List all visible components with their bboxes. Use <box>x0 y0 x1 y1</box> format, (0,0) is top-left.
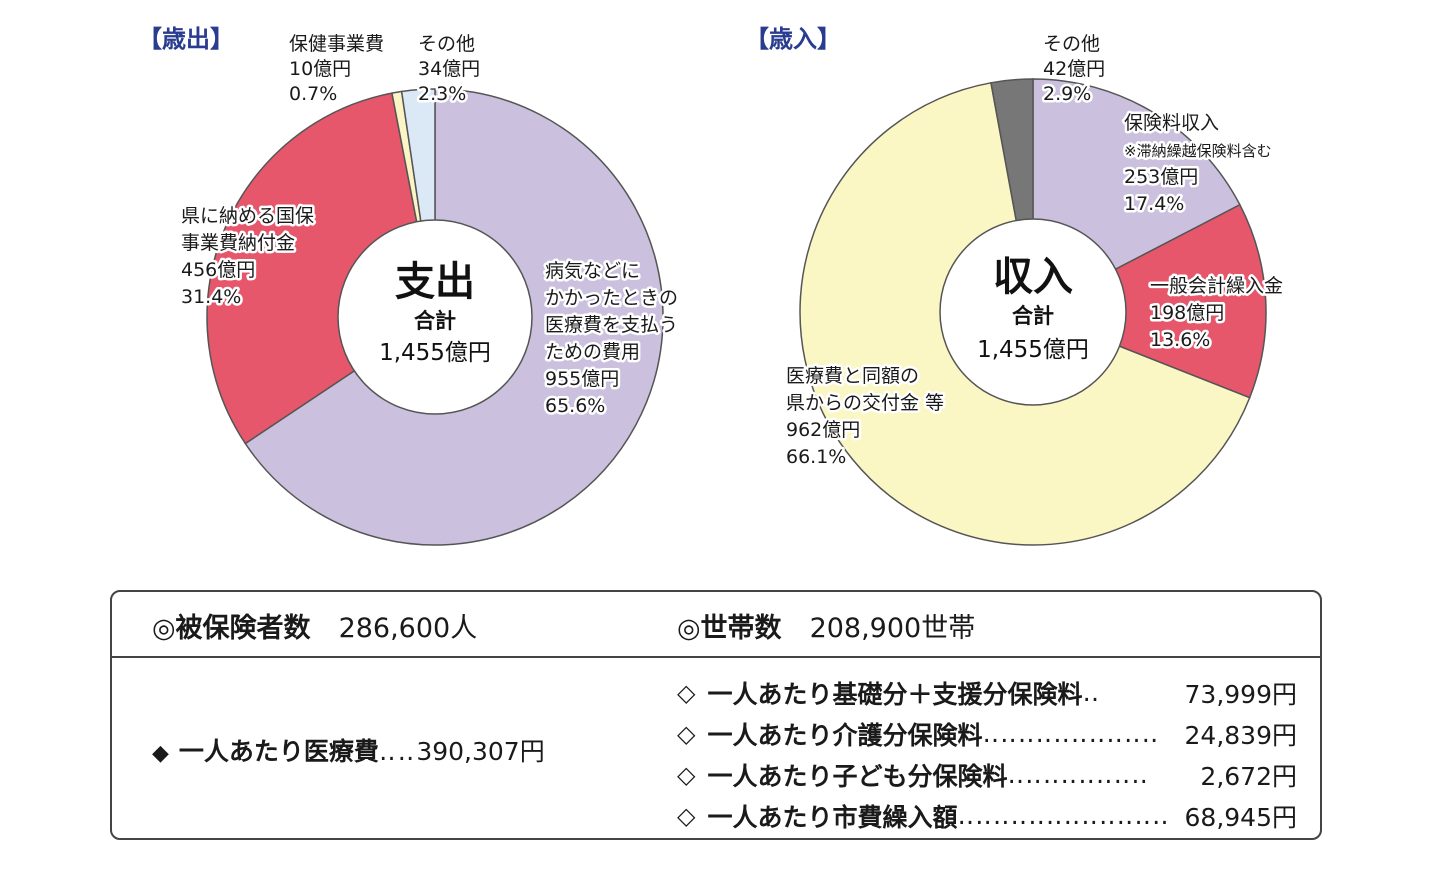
household-count-label: ◎世帯数 <box>677 613 782 644</box>
premium-item: ◇ 一人あたり子ども分保険料 ‥‥‥‥‥‥‥‥ 2,672円 <box>677 754 1297 795</box>
revenue-title: 【歳入】 <box>745 25 841 53</box>
revenue-prefecture-label-line-3: 66.1% <box>786 446 846 468</box>
revenue-prefecture-label-line-0: 医療費と同額の <box>786 365 919 387</box>
expenditure-center-sub: 合計 <box>414 309 456 333</box>
medical-cost-value: 390,307円 <box>416 737 545 766</box>
outline-diamond-icon: ◇ <box>677 719 696 748</box>
outline-diamond-icon: ◇ <box>677 678 696 707</box>
expenditure-medical-label-line-3: ための費用 <box>545 341 640 363</box>
expenditure-medical-label-line-2: 医療費を支払う <box>545 314 678 336</box>
medical-cost-per-person: ◆ 一人あたり医療費‥‥390,307円 <box>152 732 545 768</box>
outline-diamond-icon: ◇ <box>677 760 696 789</box>
statistics-box: ◎被保険者数 286,600人 ◎世帯数 208,900世帯 ◆ 一人あたり医療費‥‥… <box>110 590 1322 840</box>
expenditure-center-hole <box>337 219 533 415</box>
revenue-center-title: 収入 <box>993 254 1073 300</box>
premium-value: 2,672円 <box>1200 761 1297 791</box>
revenue-chart: 【歳入】 収入 合計 1,455億円 その他 42億円 2.9% 保険料収入 ※滞納繰越… <box>745 25 1286 546</box>
expenditure-medical-label-line-4: 955億円 <box>545 368 619 390</box>
revenue-premium-label-line-1: ※滞納繰越保険料含む <box>1124 142 1272 160</box>
expenditure-title: 【歳出】 <box>138 25 234 53</box>
expenditure-prefecture-label-line-2: 456億円 <box>181 259 255 281</box>
expenditure-medical-label-line-5: 65.6% <box>545 395 605 417</box>
leader-dots: ‥ <box>1082 678 1101 707</box>
insured-count-label: ◎被保険者数 <box>152 613 311 644</box>
revenue-premium-label-line-0: 保険料収入 <box>1124 112 1219 134</box>
expenditure-center-total: 1,455億円 <box>379 340 491 366</box>
leader-dots: ‥‥‥‥‥‥‥‥‥‥‥‥ <box>957 801 1170 830</box>
premium-item: ◇ 一人あたり基礎分＋支援分保険料 ‥ 73,999円 <box>677 672 1297 713</box>
premium-list: ◇ 一人あたり基礎分＋支援分保険料 ‥ 73,999円 ◇ 一人あたり介護分保険料 ‥‥‥… <box>677 672 1297 836</box>
premium-label: 一人あたり市費繰入額 <box>707 802 958 832</box>
revenue-center-total: 1,455億円 <box>977 337 1089 363</box>
expenditure-prefecture-label-line-1: 事業費納付金 <box>181 232 295 254</box>
premium-label: 一人あたり子ども分保険料 <box>707 761 1008 791</box>
premium-value: 24,839円 <box>1184 720 1297 750</box>
leader-dots: ‥‥‥‥‥‥‥‥‥‥ <box>982 719 1160 748</box>
expenditure-chart: 【歳出】 支出 合計 1,455億円 病気などにかかったときの医療費を支払うため… <box>138 25 681 546</box>
expenditure-health-label-line-0: 保健事業費 <box>289 33 384 55</box>
expenditure-prefecture-label-line-3: 31.4% <box>181 286 241 308</box>
leader-dots: ‥‥‥‥‥‥‥‥ <box>1007 760 1149 789</box>
expenditure-health-label-line-1: 10億円 <box>289 58 351 80</box>
premium-label: 一人あたり基礎分＋支援分保険料 <box>707 679 1083 709</box>
expenditure-other-label-line-0: その他 <box>418 33 475 55</box>
revenue-center-hole <box>939 218 1127 406</box>
insured-count: ◎被保険者数 286,600人 <box>152 606 477 645</box>
revenue-slice-1 <box>1031 203 1267 399</box>
expenditure-center-title: 支出 <box>395 259 475 305</box>
expenditure-medical-label-line-1: かかったときの <box>545 287 678 309</box>
filled-diamond-icon: ◆ <box>152 741 169 766</box>
revenue-general-label-line-2: 13.6% <box>1150 329 1210 351</box>
premium-label: 一人あたり介護分保険料 <box>707 720 983 750</box>
revenue-prefecture-label-line-1: 県からの交付金 等 <box>786 392 944 414</box>
expenditure-health-label-line-2: 0.7% <box>289 83 337 105</box>
premium-value: 73,999円 <box>1184 679 1297 709</box>
household-count: ◎世帯数 208,900世帯 <box>677 606 975 645</box>
revenue-other-label-line-0: その他 <box>1043 33 1100 55</box>
revenue-center-sub: 合計 <box>1012 304 1054 328</box>
insured-count-value: 286,600人 <box>338 613 478 644</box>
statistics-header-row: ◎被保険者数 286,600人 ◎世帯数 208,900世帯 <box>112 592 1320 658</box>
premium-item: ◇ 一人あたり市費繰入額 ‥‥‥‥‥‥‥‥‥‥‥‥ 68,945円 <box>677 795 1297 836</box>
medical-cost-label: 一人あたり医療費 <box>178 737 379 766</box>
revenue-other-label-line-1: 42億円 <box>1043 58 1105 80</box>
expenditure-slice-1 <box>206 92 436 445</box>
premium-value: 68,945円 <box>1184 802 1297 832</box>
revenue-other-label-line-2: 2.9% <box>1043 83 1091 105</box>
household-count-value: 208,900世帯 <box>809 613 976 644</box>
revenue-premium-label-line-3: 17.4% <box>1124 193 1184 215</box>
revenue-general-label-line-1: 198億円 <box>1150 302 1224 324</box>
premium-item: ◇ 一人あたり介護分保険料 ‥‥‥‥‥‥‥‥‥‥ 24,839円 <box>677 713 1297 754</box>
revenue-labels: その他 42億円 2.9% 保険料収入 ※滞納繰越保険料含む 253億円 17.4% 一般会計… <box>784 31 1286 471</box>
revenue-general-label-line-0: 一般会計繰入金 <box>1150 275 1283 297</box>
outline-diamond-icon: ◇ <box>677 801 696 830</box>
expenditure-other-label-line-2: 2.3% <box>418 83 466 105</box>
leader-dots: ‥‥ <box>378 737 417 766</box>
revenue-prefecture-label-line-2: 962億円 <box>786 419 860 441</box>
expenditure-medical-label-line-0: 病気などに <box>545 260 640 282</box>
charts-area: 【歳出】 支出 合計 1,455億円 病気などにかかったときの医療費を支払うため… <box>138 25 1286 546</box>
expenditure-prefecture-label-line-0: 県に納める国保 <box>181 205 314 227</box>
expenditure-other-label-line-1: 34億円 <box>418 58 480 80</box>
revenue-premium-label-line-2: 253億円 <box>1124 166 1198 188</box>
